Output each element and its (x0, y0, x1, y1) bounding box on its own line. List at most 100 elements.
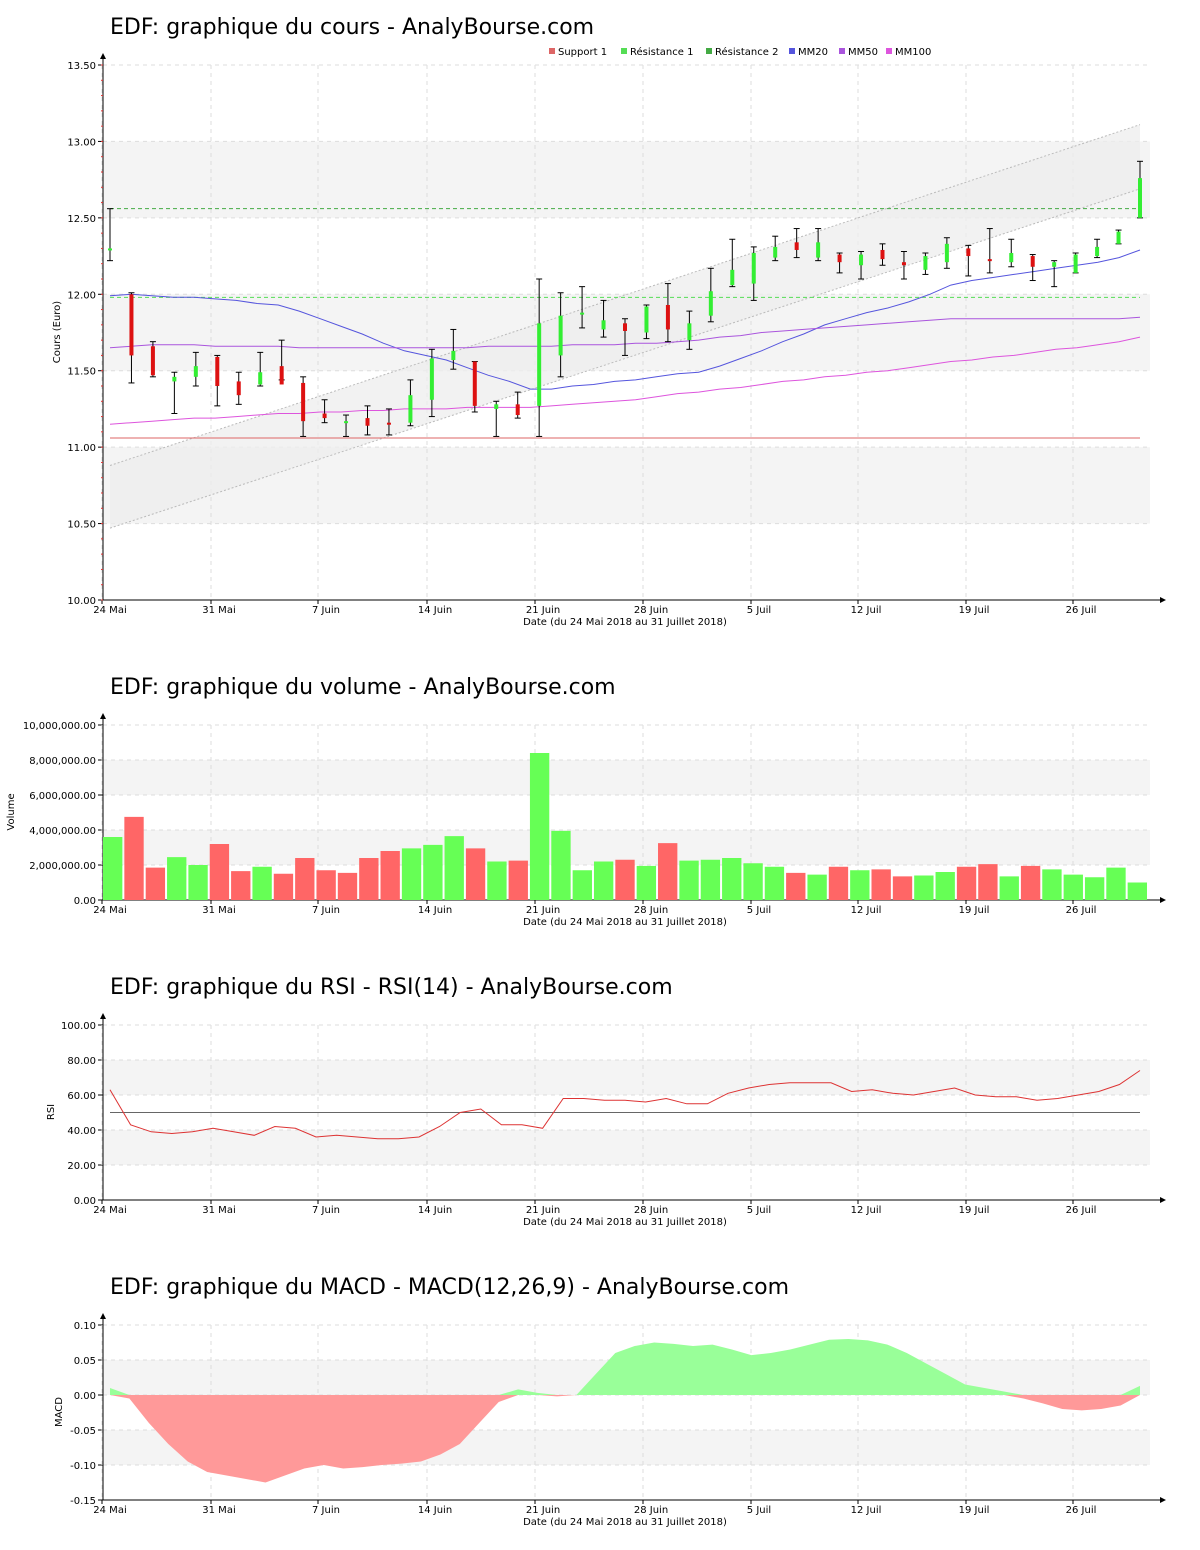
volume-bar (1042, 869, 1062, 900)
candle (343, 414, 350, 437)
candle-body (708, 291, 713, 316)
macd-x-tick-label: 14 Juin (418, 1505, 452, 1516)
rsi-x-tick-label: 5 Juil (747, 1205, 771, 1216)
candle-body (472, 361, 477, 406)
price-x-tick-label: 28 Juin (634, 605, 668, 616)
volume-bar (423, 844, 443, 900)
rsi-x-tick-label: 31 Mai (202, 1205, 235, 1216)
macd-chart-title: EDF: graphique du MACD - MACD(12,26,9) -… (110, 1275, 789, 1300)
volume-bar (273, 873, 294, 900)
macd-positive-area (110, 1339, 1140, 1395)
volume-bar (807, 874, 827, 900)
volume-bar (1106, 867, 1126, 900)
volume-x-tick-label: 28 Juin (634, 905, 668, 916)
candle-body (322, 413, 327, 419)
candle-body (901, 262, 906, 266)
candle-body (944, 243, 949, 263)
macd-x-tick-label: 12 Juil (851, 1505, 882, 1516)
candle-body (150, 346, 155, 376)
candle (793, 228, 800, 259)
volume-bar (465, 848, 486, 900)
price-y-tick-label: 12.50 (67, 214, 96, 225)
rsi-grid-band (103, 1060, 1150, 1095)
candle (1029, 254, 1036, 282)
volume-bar (401, 848, 422, 900)
legend-label: MM20 (798, 47, 828, 58)
candle-body (580, 312, 585, 315)
volume-bar (380, 851, 400, 900)
rsi-y-axis-label: RSI (46, 1104, 57, 1120)
candle (514, 391, 521, 419)
volume-bar (231, 871, 251, 900)
candle (750, 246, 757, 301)
macd-y-tick-label: -0.05 (70, 1426, 96, 1437)
candle (471, 361, 478, 413)
volume-x-tick-label: 7 Juin (312, 905, 340, 916)
volume-bar (316, 870, 336, 900)
volume-bar (337, 872, 358, 900)
candle-body (837, 254, 842, 263)
volume-y-tick-label: 8,000,000.00 (29, 756, 96, 767)
rsi-line (109, 1070, 1141, 1140)
volume-bar (1084, 877, 1105, 900)
candle (943, 237, 950, 269)
candle (707, 267, 714, 323)
candle-body (687, 323, 692, 341)
volume-bar (978, 864, 998, 900)
macd-x-tick-label: 19 Juil (959, 1505, 990, 1516)
volume-chart-title: EDF: graphique du volume - AnalyBourse.c… (110, 675, 616, 700)
candle-body (279, 366, 284, 385)
candle (1072, 252, 1079, 274)
legend-label: Résistance 2 (715, 46, 778, 58)
candle (1115, 229, 1122, 245)
volume-bar (935, 872, 955, 900)
volume-y-tick-label: 0.00 (74, 896, 96, 907)
candle-body (258, 372, 263, 385)
volume-bar (188, 865, 208, 900)
price-y-tick-label: 12.00 (67, 290, 96, 301)
candle (321, 399, 328, 424)
candle-body (236, 381, 241, 396)
candle (986, 228, 993, 274)
macd-chart: EDF: graphique du MACD - MACD(12,26,9) -… (54, 1275, 1166, 1528)
volume-grid-band (103, 830, 1150, 865)
candle-body (1052, 262, 1057, 267)
candle-body (301, 382, 306, 422)
candle-body (1030, 256, 1035, 267)
volume-bar (593, 861, 614, 900)
volume-bar (167, 857, 187, 900)
rsi-y-tick-label: 60.00 (67, 1091, 96, 1102)
candle (214, 354, 221, 407)
price-x-axis-label: Date (du 24 Mai 2018 au 31 Juillet 2018) (523, 617, 727, 628)
candle-body (129, 294, 134, 356)
candle-body (1009, 253, 1014, 263)
legend-label: Résistance 1 (630, 46, 693, 58)
volume-bar (145, 867, 166, 900)
rsi-x-tick-label: 24 Mai (93, 1205, 126, 1216)
volume-bar (359, 858, 379, 900)
candle-body (344, 421, 349, 424)
volume-x-tick-label: 24 Mai (93, 905, 126, 916)
price-y-tick-label: 13.50 (67, 61, 96, 72)
candle (257, 351, 264, 387)
candle-body (1095, 246, 1100, 257)
volume-x-tick-label: 26 Juil (1066, 905, 1097, 916)
candle (428, 348, 435, 418)
volume-bar (529, 753, 550, 900)
volume-bar (209, 844, 230, 900)
legend-swatch (839, 48, 845, 54)
volume-x-tick-label: 14 Juin (418, 905, 452, 916)
candle-body (172, 376, 177, 382)
volume-bar (658, 843, 678, 900)
candle (536, 278, 543, 437)
candle-body (816, 242, 821, 258)
candle-body (429, 358, 434, 400)
volume-y-axis-arrow (100, 713, 106, 719)
volume-x-tick-label: 12 Juil (851, 905, 882, 916)
volume-y-tick-label: 10,000,000.00 (23, 721, 96, 732)
candle-body (966, 248, 971, 257)
candle-body (1116, 231, 1121, 244)
rsi-y-tick-label: 20.00 (67, 1161, 96, 1172)
volume-x-tick-label: 19 Juil (959, 905, 990, 916)
candle (1137, 160, 1143, 219)
